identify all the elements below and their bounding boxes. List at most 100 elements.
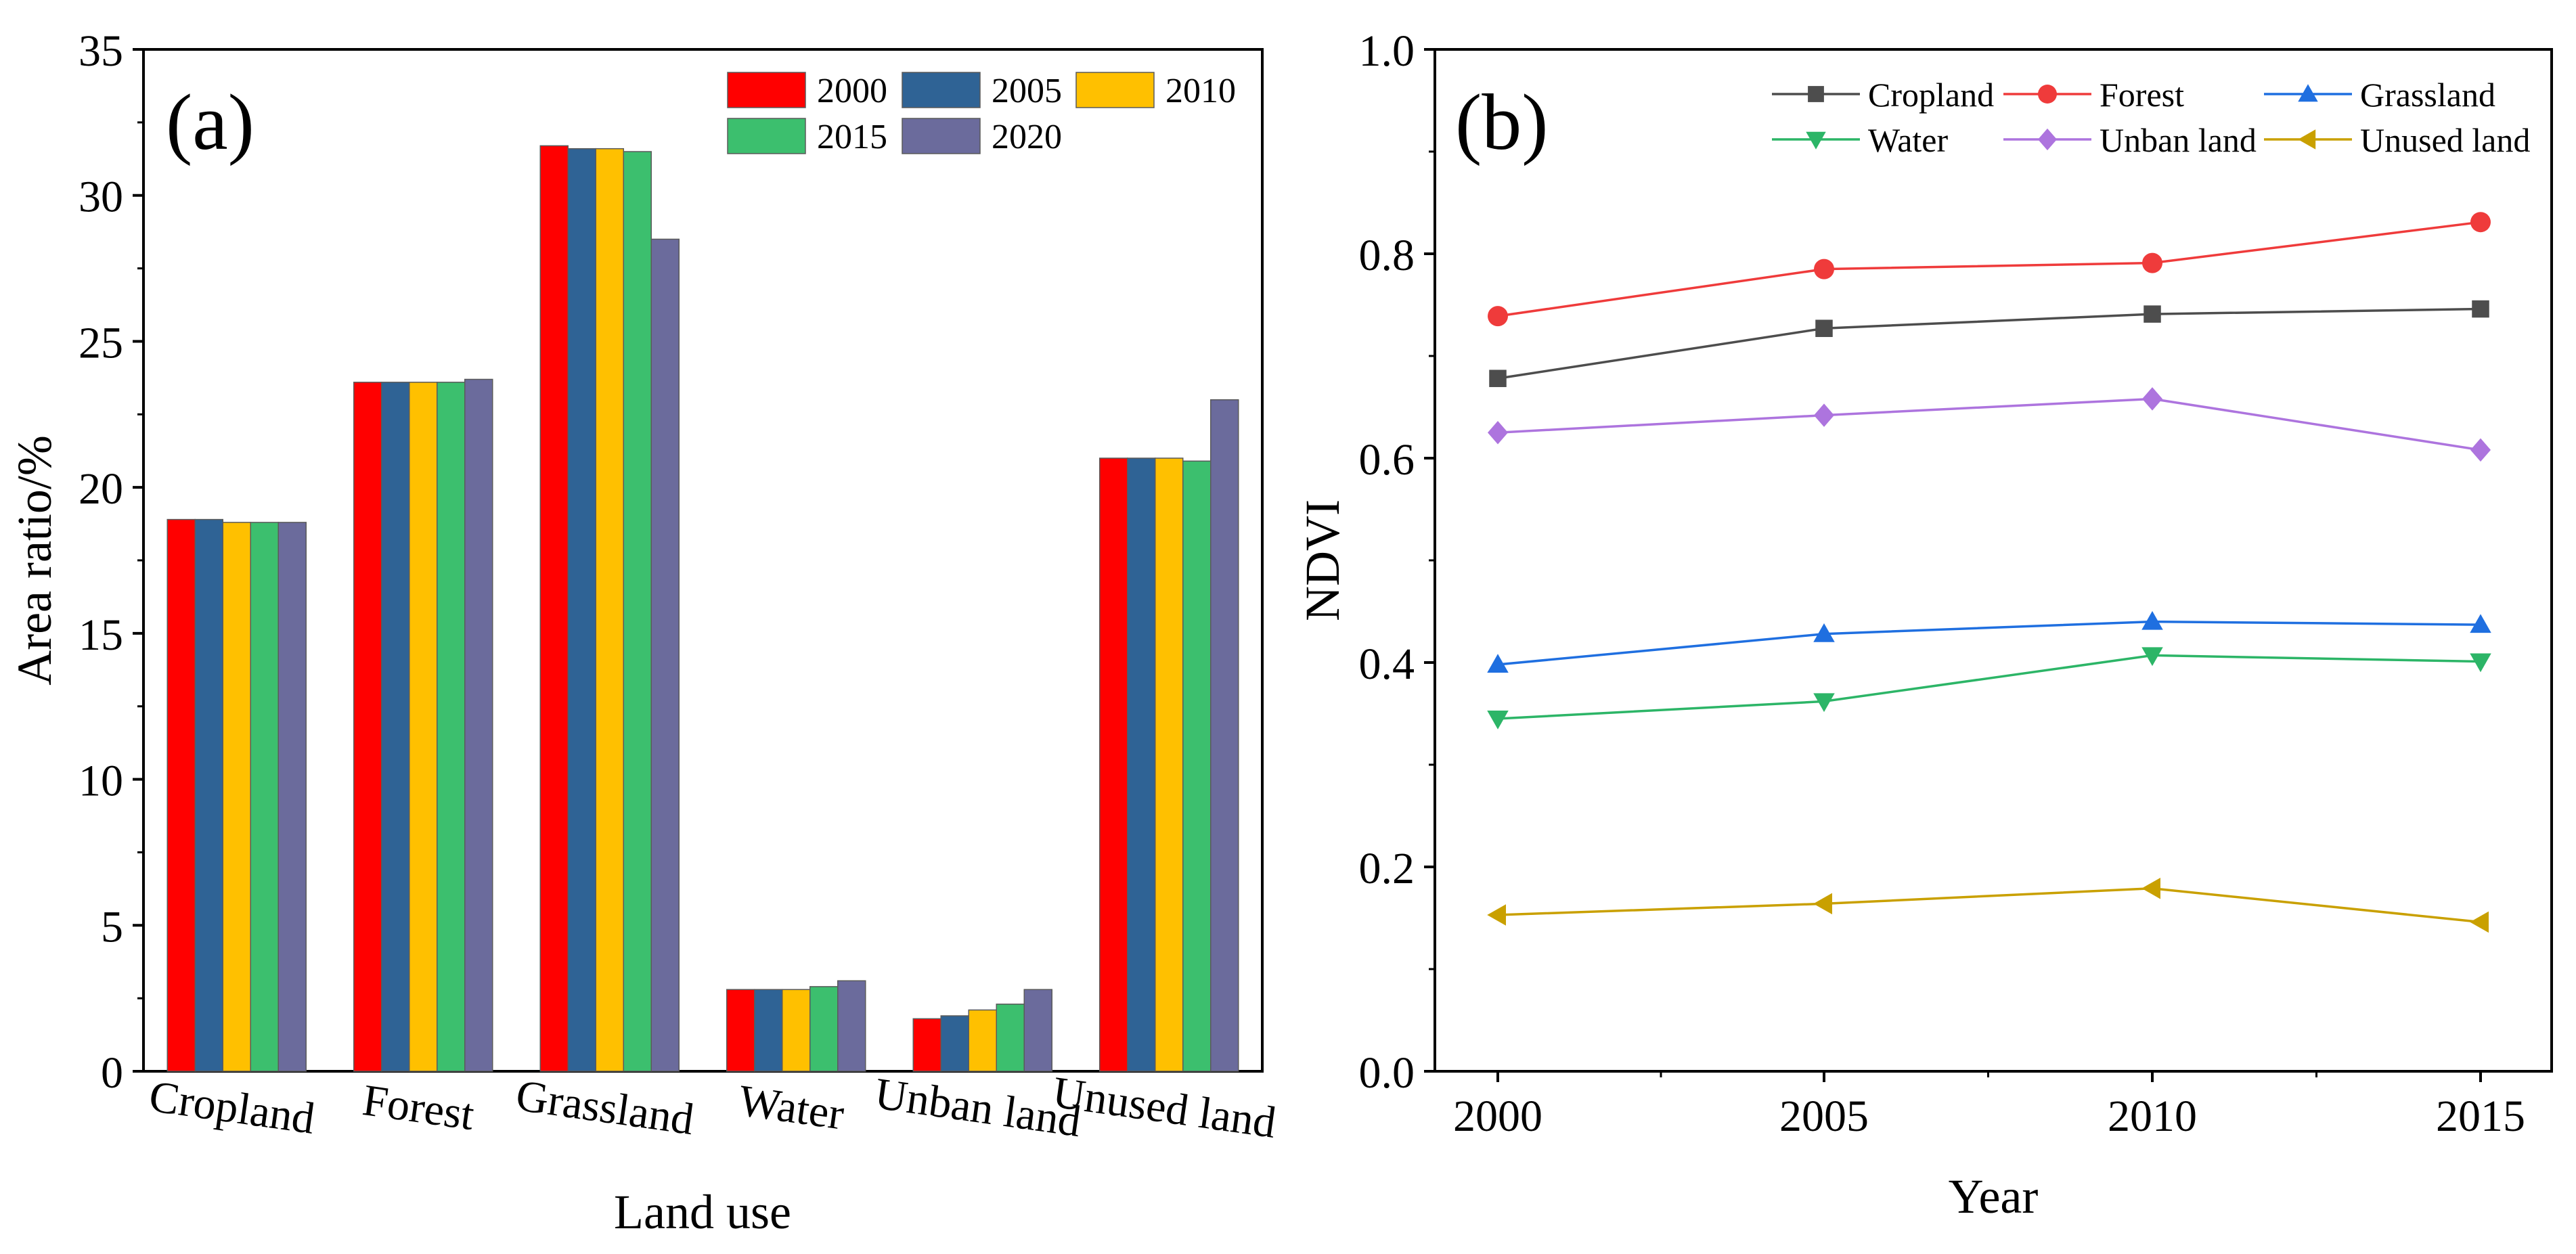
point-cropland-2010 (2144, 305, 2161, 323)
x-tick-label-unused-land: Unused land (1050, 1067, 1279, 1147)
y-tick-label: 0.0 (1359, 1048, 1415, 1098)
panel-a-plot-frame (142, 48, 1264, 1073)
legend-marker-forest (2038, 85, 2057, 104)
legend-swatch-2015 (727, 118, 806, 154)
legend-label-cropland: Cropland (1868, 76, 1994, 114)
line-water (1497, 654, 2481, 720)
bar-cropland-2010 (222, 522, 251, 1072)
panel-a-legend: 2000 2005 2010 2015 2020 (727, 72, 1236, 156)
legend-label-2010: 2010 (1165, 72, 1236, 110)
point-cropland-2015 (2472, 300, 2489, 318)
point-cropland-2000 (1489, 370, 1507, 387)
legend-marker-cropland (1808, 86, 1824, 102)
point-forest-2000 (1488, 306, 1508, 327)
legend-label-2005: 2005 (992, 72, 1062, 110)
y-tick-label: 30 (79, 173, 123, 222)
point-forest-2015 (2470, 212, 2491, 233)
x-tick-label-forest: Forest (359, 1075, 477, 1140)
bar-grassland-2000 (539, 145, 569, 1072)
panel-a-y-axis-title: Area ratio/% (7, 435, 62, 686)
x-tick-label-grassland: Grassland (513, 1071, 697, 1144)
y-tick-label: 5 (101, 902, 123, 951)
panel-b-x-axis-title: Year (1949, 1169, 2039, 1224)
bar-unused-land-2020 (1210, 399, 1239, 1072)
legend-label-water: Water (1868, 121, 1948, 159)
x-tick-label: 2005 (1779, 1092, 1869, 1141)
bar-unban-land-2015 (996, 1004, 1025, 1072)
legend-marker-unban-land (2038, 128, 2057, 151)
y-tick-label: 15 (79, 610, 123, 660)
bar-cropland-2015 (250, 522, 279, 1072)
panel-a-bars (166, 145, 1239, 1072)
point-grassland-2000 (1487, 654, 1509, 673)
panel-b-x-axis: 2000 2005 2010 2015 (1453, 1071, 2525, 1141)
bar-unused-land-2010 (1155, 457, 1184, 1072)
y-tick-label: 0.2 (1359, 844, 1415, 893)
point-forest-2010 (2142, 252, 2162, 273)
point-unused-land-2005 (1813, 893, 1832, 915)
x-tick-label: 2000 (1453, 1092, 1542, 1141)
point-unused-land-2000 (1487, 904, 1506, 926)
line-grassland (1497, 620, 2481, 666)
x-tick-label: 2015 (2436, 1092, 2525, 1141)
y-tick-label: 1.0 (1359, 26, 1415, 76)
legend-marker-unused-land (2298, 129, 2316, 150)
panel-b-y-axis-title: NDVI (1295, 499, 1350, 621)
y-tick-label: 0.6 (1359, 435, 1415, 485)
legend-label-2000: 2000 (817, 72, 887, 110)
bar-forest-2005 (381, 382, 410, 1072)
x-tick-label-cropland: Cropland (146, 1071, 317, 1143)
panel-a-x-axis: Cropland Forest Grassland Water Unban landUn… (146, 1067, 1279, 1147)
line-unused-land (1497, 887, 2481, 924)
line-cropland (1497, 307, 2481, 380)
x-tick-label-water: Water (736, 1076, 847, 1140)
bar-unban-land-2000 (912, 1018, 941, 1072)
bar-forest-2010 (409, 382, 438, 1072)
bar-water-2015 (809, 986, 839, 1072)
line-forest (1497, 221, 2481, 317)
legend-marker-water (1806, 131, 1826, 150)
line-unban-land (1497, 397, 2481, 451)
y-tick-label: 35 (79, 26, 123, 76)
point-unban-land-2005 (1814, 403, 1834, 427)
legend-label-2015: 2015 (817, 118, 887, 156)
bar-grassland-2005 (567, 148, 596, 1072)
point-water-2010 (2141, 647, 2163, 667)
legend-label-grassland: Grassland (2360, 76, 2495, 114)
panel-b-line-chart: 0.0 0.2 0.4 0.6 0.8 1.0 2000 2005 2010 2015 Crop… (1295, 26, 2553, 1224)
bar-water-2000 (726, 989, 755, 1072)
legend-swatch-2020 (902, 118, 981, 154)
point-water-2015 (2470, 653, 2491, 673)
legend-label-unban-land: Unban land (2100, 121, 2257, 159)
panel-b-series (1487, 212, 2491, 933)
legend-label-forest: Forest (2100, 76, 2184, 114)
bar-cropland-2005 (194, 518, 223, 1072)
panel-a-label: (a) (166, 78, 254, 166)
point-grassland-2015 (2470, 614, 2491, 633)
legend-marker-grassland (2298, 84, 2318, 102)
bar-forest-2020 (464, 378, 493, 1072)
bar-cropland-2020 (277, 522, 307, 1072)
point-grassland-2010 (2141, 610, 2163, 630)
legend-swatch-2000 (727, 72, 806, 108)
bar-water-2005 (754, 989, 783, 1072)
bar-cropland-2000 (166, 518, 196, 1072)
y-tick-label: 0.8 (1359, 231, 1415, 280)
panel-a-y-axis: 0 5 10 15 20 25 30 35 (79, 26, 143, 1098)
point-cropland-2005 (1815, 319, 1833, 337)
panel-b-y-axis: 0.0 0.2 0.4 0.6 0.8 1.0 (1359, 26, 1435, 1098)
x-tick-label: 2010 (2108, 1092, 2197, 1141)
point-unban-land-2000 (1488, 421, 1508, 445)
bar-forest-2015 (437, 382, 466, 1072)
point-grassland-2005 (1813, 623, 1835, 642)
bar-unban-land-2020 (1023, 989, 1052, 1072)
bar-grassland-2010 (595, 148, 624, 1072)
panel-b-legend: Cropland Forest Grassland Water Unban land Un… (1772, 76, 2530, 159)
legend-swatch-2010 (1075, 72, 1155, 108)
bar-unused-land-2015 (1182, 460, 1212, 1072)
bar-unused-land-2005 (1127, 457, 1156, 1072)
bar-unused-land-2000 (1099, 457, 1128, 1072)
bar-unban-land-2010 (968, 1009, 997, 1072)
legend-swatch-2005 (902, 72, 981, 108)
